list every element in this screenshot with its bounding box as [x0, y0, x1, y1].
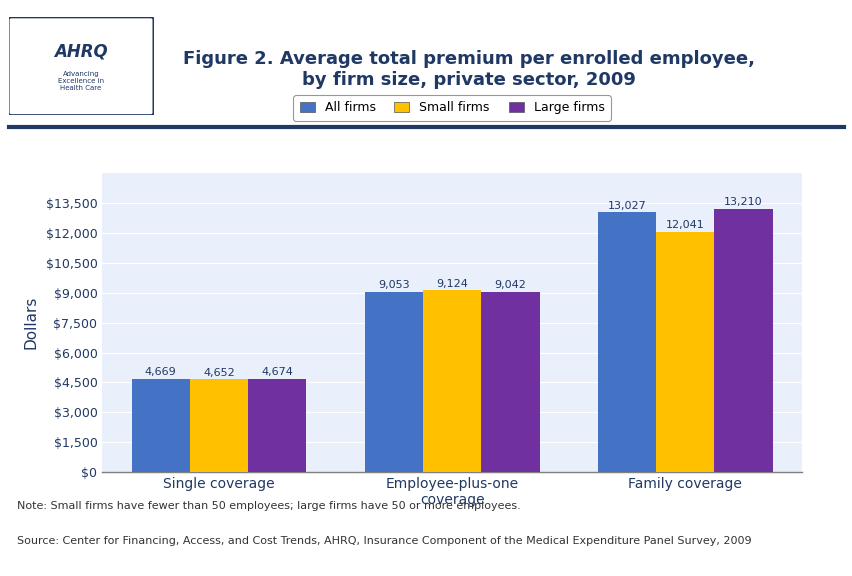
Text: 9,042: 9,042: [494, 280, 526, 290]
Text: 4,669: 4,669: [145, 367, 176, 377]
Text: 13,027: 13,027: [607, 200, 646, 211]
Bar: [364, 291, 423, 472]
Bar: [248, 379, 306, 472]
Text: Source: Center for Financing, Access, and Cost Trends, AHRQ, Insurance Component: Source: Center for Financing, Access, an…: [17, 536, 751, 545]
Y-axis label: Dollars: Dollars: [24, 296, 38, 349]
Text: 4,652: 4,652: [203, 368, 234, 378]
Text: 12,041: 12,041: [665, 220, 704, 230]
Bar: [655, 232, 713, 472]
Bar: [423, 290, 481, 472]
Text: Note: Small firms have fewer than 50 employees; large firms have 50 or more empl: Note: Small firms have fewer than 50 emp…: [17, 501, 521, 511]
Bar: [713, 209, 772, 472]
Text: 9,053: 9,053: [377, 280, 409, 290]
Bar: [481, 292, 538, 472]
Text: 9,124: 9,124: [435, 279, 468, 289]
Text: Advancing
Excellence in
Health Care: Advancing Excellence in Health Care: [58, 71, 104, 91]
Legend: All firms, Small firms, Large firms: All firms, Small firms, Large firms: [293, 95, 610, 121]
Bar: [597, 212, 655, 472]
FancyBboxPatch shape: [9, 17, 153, 115]
Text: 4,674: 4,674: [261, 367, 293, 377]
Bar: [189, 380, 248, 472]
Text: Figure 2. Average total premium per enrolled employee,
by firm size, private sec: Figure 2. Average total premium per enro…: [183, 50, 754, 89]
Text: AHRQ: AHRQ: [55, 43, 107, 60]
Text: 13,210: 13,210: [723, 197, 762, 207]
Bar: [131, 379, 189, 472]
